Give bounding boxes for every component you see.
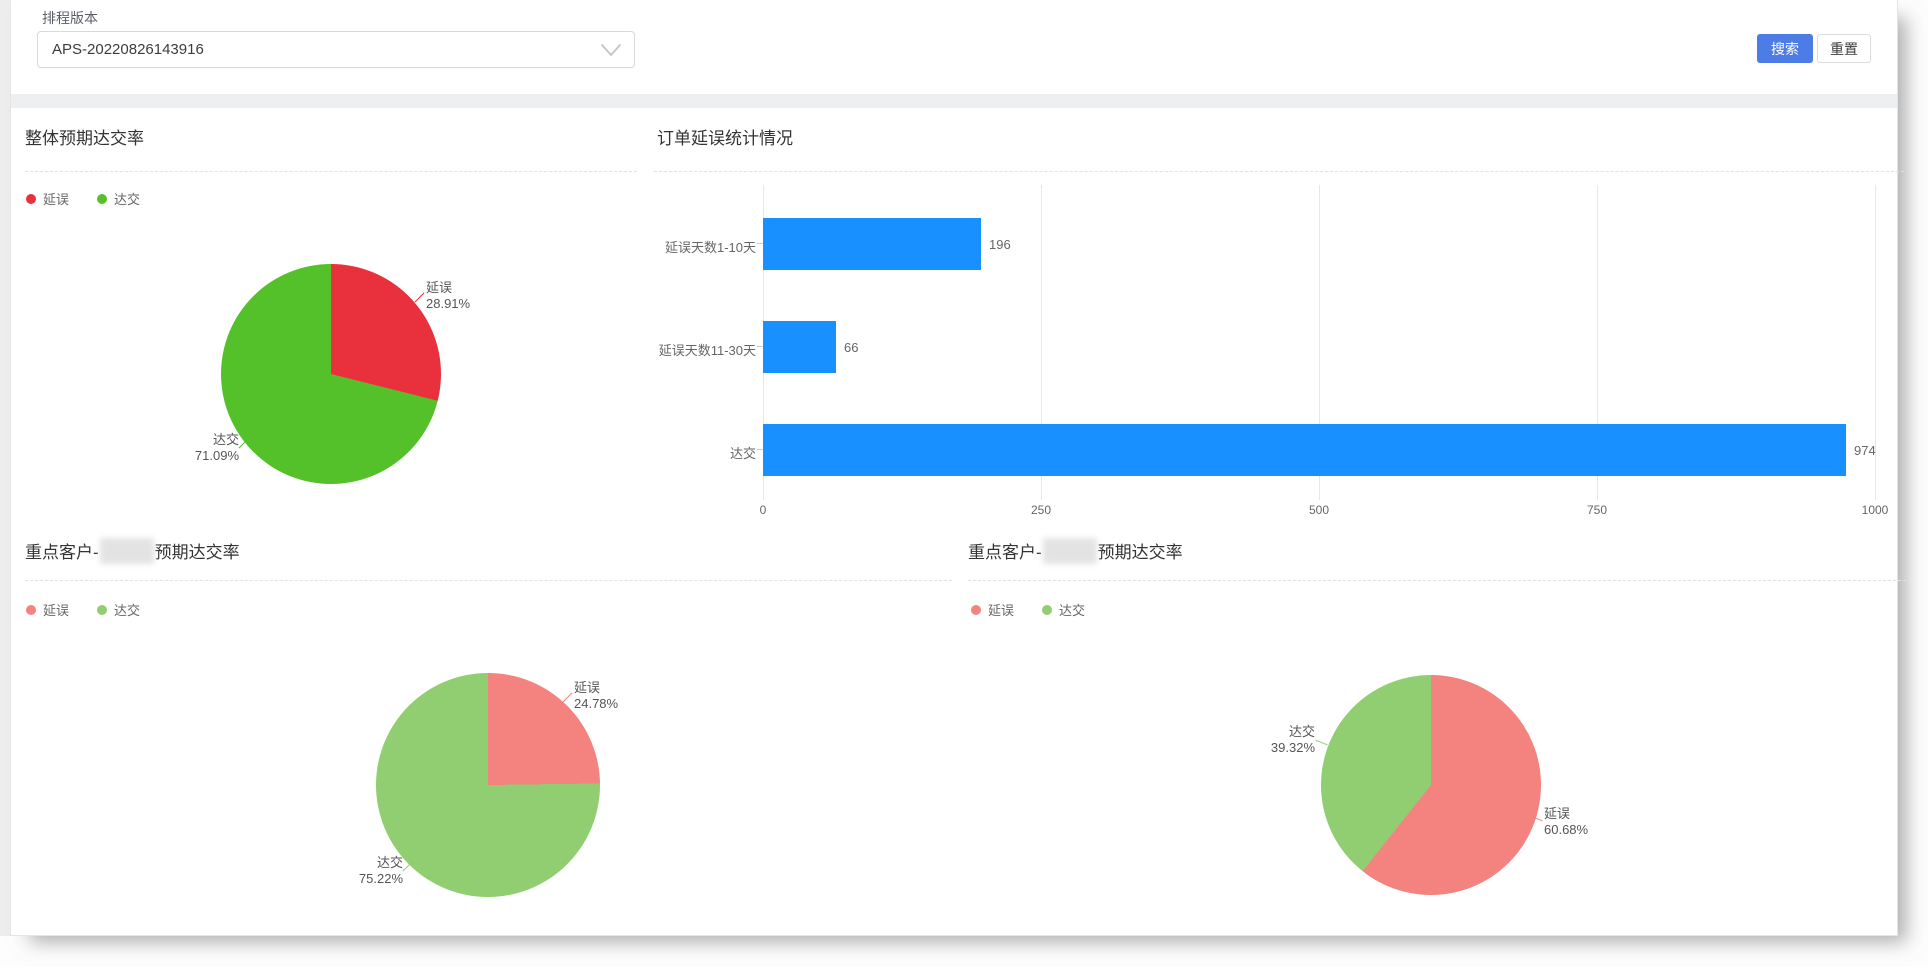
page-left-margin xyxy=(0,0,10,936)
axis-tick xyxy=(757,243,763,244)
pie-label-deliver: 达交 39.32% xyxy=(1270,724,1315,755)
legend-dot-deliver xyxy=(1042,604,1053,615)
redacted-text xyxy=(99,538,154,564)
pie-leader-line xyxy=(414,292,425,303)
title-underline xyxy=(25,580,952,581)
chart-title-delay-stats: 订单延误统计情况 xyxy=(657,129,793,148)
bar-value-label: 974 xyxy=(1854,443,1876,458)
schedule-version-label: 排程版本 xyxy=(42,10,98,26)
title-underline xyxy=(25,171,637,172)
pie-label-delay: 延误 28.91% xyxy=(426,280,471,311)
schedule-version-select[interactable]: APS-20220826143916 xyxy=(37,31,635,68)
legend-item-delay[interactable]: 延误 xyxy=(26,600,69,619)
legend-label: 达交 xyxy=(114,603,141,618)
legend-label: 达交 xyxy=(1059,603,1086,618)
legend-dot-delay xyxy=(26,193,36,204)
dashboard-card: 排程版本 APS-20220826143916 搜索 重置 整体预期达交率 延误… xyxy=(10,0,1906,936)
legend-dot-delay xyxy=(26,604,36,615)
x-axis-tick-label: 1000 xyxy=(1861,503,1889,517)
legend-item-deliver[interactable]: 达交 xyxy=(1042,600,1085,619)
pie-leader-line xyxy=(562,692,573,703)
x-axis-tick-label: 500 xyxy=(1308,503,1330,517)
search-button[interactable]: 搜索 xyxy=(1757,34,1813,63)
reset-button[interactable]: 重置 xyxy=(1817,34,1871,63)
bar-category-label: 延误天数11-30天 xyxy=(658,343,756,358)
pie-leader-line xyxy=(1315,739,1328,746)
axis-tick xyxy=(757,449,763,450)
legend-dot-delay xyxy=(971,604,981,615)
pie-label-delay: 延误 60.68% xyxy=(1544,806,1589,837)
grid-line xyxy=(1875,185,1876,500)
legend-overall: 延误 达交 xyxy=(26,189,140,208)
redacted-text xyxy=(1042,538,1097,564)
title-underline xyxy=(654,171,1904,172)
legend-item-delay[interactable]: 延误 xyxy=(26,189,69,208)
legend-item-deliver[interactable]: 达交 xyxy=(97,189,140,208)
legend-dot-deliver xyxy=(97,193,108,204)
chart-title-overall: 整体预期达交率 xyxy=(25,129,144,148)
chevron-down-icon xyxy=(600,43,622,62)
legend-label: 延误 xyxy=(988,603,1015,618)
legend-label: 延误 xyxy=(43,192,70,207)
pie-label-deliver: 达交 75.22% xyxy=(358,855,403,886)
legend-label: 延误 xyxy=(43,603,70,618)
grid-line xyxy=(1319,185,1320,500)
pie-label-delay: 延误 24.78% xyxy=(574,680,619,711)
legend-dot-deliver xyxy=(97,604,108,615)
bar-value-label: 66 xyxy=(844,340,859,355)
grid-line xyxy=(1597,185,1598,500)
bar-delivered[interactable] xyxy=(763,424,1847,476)
legend-label: 达交 xyxy=(114,192,141,207)
title-underline xyxy=(968,580,1906,581)
legend-key-customer-1: 延误 达交 xyxy=(26,600,140,619)
legend-key-customer-2: 延误 达交 xyxy=(971,600,1085,619)
legend-item-deliver[interactable]: 达交 xyxy=(97,600,140,619)
grid-line xyxy=(1041,185,1042,500)
section-divider xyxy=(11,94,1897,108)
pie-chart-key-customer-1[interactable] xyxy=(376,673,600,897)
bar-value-label: 196 xyxy=(989,237,1011,252)
pie-label-deliver: 达交 71.09% xyxy=(194,432,239,463)
x-axis-tick-label: 0 xyxy=(759,503,767,517)
select-value: APS-20220826143916 xyxy=(52,41,204,58)
legend-item-delay[interactable]: 延误 xyxy=(971,600,1014,619)
chart-title-key-customer-2: 重点客户- 预期达交率 xyxy=(968,538,1183,564)
bar-delay-11-30[interactable] xyxy=(763,321,837,373)
chart-title-key-customer-1: 重点客户- 预期达交率 xyxy=(25,538,240,564)
x-axis-tick-label: 750 xyxy=(1586,503,1608,517)
bar-delay-1-10[interactable] xyxy=(763,218,981,270)
x-axis-tick-label: 250 xyxy=(1030,503,1052,517)
pie-chart-key-customer-2[interactable] xyxy=(1321,675,1541,895)
axis-tick xyxy=(757,346,763,347)
bar-category-label: 达交 xyxy=(729,446,756,461)
bar-category-label: 延误天数1-10天 xyxy=(664,240,756,255)
pie-chart-overall[interactable] xyxy=(221,264,441,484)
